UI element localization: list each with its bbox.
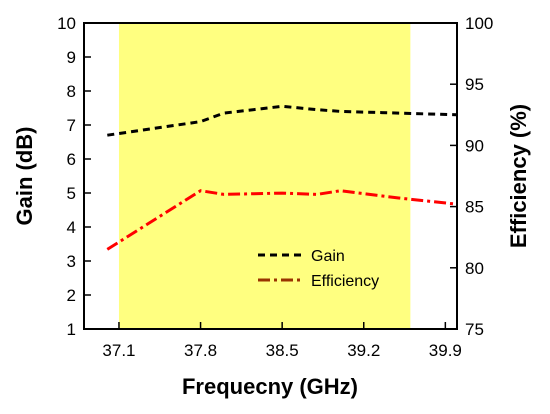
x-tick-label: 38.5	[266, 341, 299, 360]
y-left-tick-label: 9	[67, 48, 76, 67]
x-tick-label: 37.8	[184, 341, 217, 360]
y-left-tick-label: 1	[67, 320, 76, 339]
series-layer	[106, 104, 458, 251]
y-left-tick-label: 4	[67, 218, 76, 237]
y-left-tick-label: 7	[67, 116, 76, 135]
ticks-layer: 37.1 37.8 38.5 39.2 39.9 1 2 3 4 5 6 7 8 9 10 75 80 85 90 9…	[57, 14, 493, 360]
y-left-axis-title: Gain (dB)	[12, 127, 37, 226]
y-left-tick-label: 3	[67, 252, 76, 271]
y-left-tick-label: 6	[67, 150, 76, 169]
y-left-tick-label: 5	[67, 184, 76, 203]
y-right-axis-title: Efficiency (%)	[506, 104, 531, 248]
y-right-tick-label: 95	[465, 75, 484, 94]
x-tick-label: 39.2	[347, 341, 380, 360]
highlight-band	[118, 23, 411, 329]
series-line-gain	[107, 104, 458, 137]
y-left-tick-label: 2	[67, 286, 76, 305]
plot-frame	[83, 22, 458, 330]
series-line-efficiency	[106, 189, 458, 251]
legend-gain-label: Gain	[311, 248, 345, 265]
y-right-tick-label: 80	[465, 259, 484, 278]
y-right-tick-label: 75	[465, 320, 484, 339]
legend-efficiency-label: Efficiency	[311, 273, 379, 290]
y-right-tick-label: 85	[465, 198, 484, 217]
x-tick-label: 39.9	[429, 341, 462, 360]
y-left-tick-label: 8	[67, 82, 76, 101]
y-left-tick-label: 10	[57, 14, 76, 33]
x-tick-label: 37.1	[102, 341, 135, 360]
y-right-tick-label: 100	[465, 14, 493, 33]
y-right-tick-label: 90	[465, 136, 484, 155]
legend: Gain Efficiency	[258, 248, 379, 290]
x-axis-title: Frequecny (GHz)	[182, 374, 358, 399]
